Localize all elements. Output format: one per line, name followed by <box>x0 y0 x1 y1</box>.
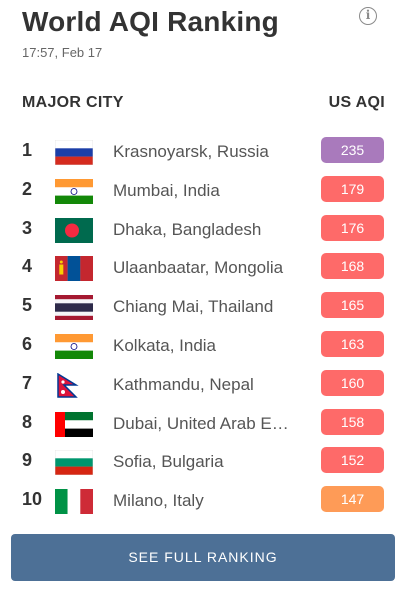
column-header-city: MAJOR CITY <box>22 94 124 111</box>
list-item[interactable]: 3 Dhaka, Bangladesh 176 <box>0 209 407 248</box>
bangladesh-flag-icon <box>55 217 93 243</box>
list-item[interactable]: 7 Kathmandu, Nepal 160 <box>0 364 407 403</box>
list-item[interactable]: 2 Mumbai, India 179 <box>0 170 407 209</box>
rank-number: 3 <box>22 217 33 238</box>
city-name[interactable]: Krasnoyarsk, Russia <box>113 142 269 161</box>
aqi-badge: 176 <box>321 214 384 241</box>
nepal-flag-icon <box>55 372 93 398</box>
italy-flag-icon <box>55 489 93 515</box>
page-title: World AQI Ranking <box>22 6 279 37</box>
aqi-badge: 179 <box>321 175 384 202</box>
see-full-ranking-button[interactable]: SEE FULL RANKING <box>11 534 395 581</box>
aqi-badge: 147 <box>321 486 384 513</box>
city-name[interactable]: Milano, Italy <box>113 491 204 511</box>
rank-number: 10 <box>22 489 43 510</box>
info-icon[interactable]: i <box>359 7 377 25</box>
city-name[interactable]: Chiang Mai, Thailand <box>113 297 274 317</box>
city-name[interactable]: Mumbai, India <box>113 180 220 200</box>
list-item[interactable]: 4 Ulaanbaatar, Mongolia 168 <box>0 247 407 286</box>
list-item[interactable]: 8 Dubai, United Arab Emirates 158 <box>0 403 407 442</box>
list-item[interactable]: 9 Sofia, Bulgaria 152 <box>0 441 407 480</box>
aqi-badge: 160 <box>321 369 384 396</box>
russia-flag-icon <box>55 140 93 165</box>
city-name[interactable]: Sofia, Bulgaria <box>113 452 224 472</box>
rank-number: 8 <box>22 411 33 432</box>
list-item[interactable]: 6 Kolkata, India 163 <box>0 325 407 364</box>
rank-number: 1 <box>22 140 33 160</box>
rank-number: 7 <box>22 372 33 393</box>
bulgaria-flag-icon <box>55 450 93 476</box>
aqi-badge: 168 <box>321 253 384 280</box>
city-name[interactable]: Kolkata, India <box>113 335 217 355</box>
timestamp: 17:57, Feb 17 <box>22 45 103 60</box>
aqi-badge: 158 <box>321 408 384 435</box>
rank-number: 2 <box>22 178 33 199</box>
uae-flag-icon <box>55 411 93 437</box>
ranking-list: 1 Krasnoyarsk, Russia 235 2 Mumbai, Indi… <box>0 131 407 519</box>
list-item[interactable]: 1 Krasnoyarsk, Russia 235 <box>0 131 407 170</box>
aqi-badge: 152 <box>321 447 384 474</box>
thailand-flag-icon <box>55 295 93 321</box>
city-name[interactable]: Kathmandu, Nepal <box>113 374 254 394</box>
aqi-badge: 165 <box>321 292 384 319</box>
rank-number: 5 <box>22 295 33 316</box>
list-item[interactable]: 5 Chiang Mai, Thailand 165 <box>0 286 407 325</box>
india-flag-icon <box>55 178 93 204</box>
india-flag-icon <box>55 333 93 359</box>
rank-number: 9 <box>22 450 33 471</box>
city-name[interactable]: Dhaka, Bangladesh <box>113 219 262 239</box>
column-header-aqi: US AQI <box>328 94 385 111</box>
aqi-badge: 163 <box>321 330 384 357</box>
aqi-badge: 235 <box>321 137 384 163</box>
rank-number: 6 <box>22 333 33 354</box>
city-name[interactable]: Ulaanbaatar, Mongolia <box>113 258 284 278</box>
mongolia-flag-icon <box>55 256 93 282</box>
city-name[interactable]: Dubai, United Arab Emirates <box>113 413 299 433</box>
rank-number: 4 <box>22 256 33 277</box>
list-item[interactable]: 10 Milano, Italy 147 <box>0 480 407 519</box>
